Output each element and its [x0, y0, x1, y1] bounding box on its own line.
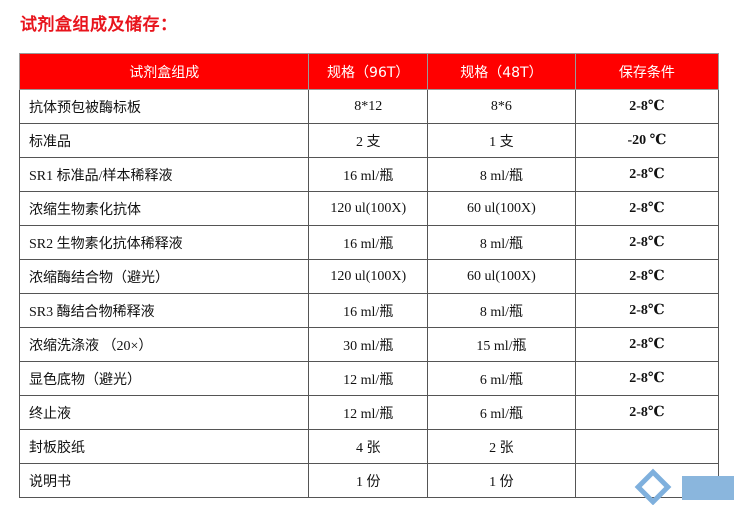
spec-48t-cell: 2 张	[427, 429, 576, 464]
component-cell: SR1 标准品/样本稀释液	[18, 157, 310, 192]
storage-cell: 2-8℃	[574, 293, 720, 328]
storage-cell: 2-8℃	[574, 327, 720, 362]
component-cell: 浓缩洗涤液 （20×）	[18, 327, 310, 362]
component-cell: 标准品	[18, 123, 310, 158]
kit-components-table: 试剂盒组成 规格（96T） 规格（48T） 保存条件 抗体预包被酶标板 8*12 8*6 2…	[18, 53, 720, 498]
column-header: 试剂盒组成	[18, 53, 310, 90]
spec-96t-cell: 120 ul(100X)	[308, 259, 428, 294]
spec-96t-cell: 16 ml/瓶	[308, 225, 428, 260]
spec-96t-cell: 12 ml/瓶	[308, 361, 428, 396]
storage-cell: 2-8℃	[574, 395, 720, 430]
table-row: SR1 标准品/样本稀释液 16 ml/瓶 8 ml/瓶 2-8℃	[18, 157, 720, 192]
table-row: 浓缩生物素化抗体 120 ul(100X) 60 ul(100X) 2-8℃	[18, 191, 720, 226]
storage-cell: 2-8℃	[574, 191, 720, 226]
spec-48t-cell: 15 ml/瓶	[427, 327, 576, 362]
column-header: 保存条件	[574, 53, 720, 90]
component-cell: 封板胶纸	[18, 429, 310, 464]
spec-48t-cell: 60 ul(100X)	[427, 259, 576, 294]
storage-cell: 2-8℃	[574, 225, 720, 260]
spec-96t-cell: 120 ul(100X)	[308, 191, 428, 226]
spec-48t-cell: 8*6	[427, 89, 576, 124]
spec-96t-cell: 30 ml/瓶	[308, 327, 428, 362]
storage-cell: 2-8℃	[574, 361, 720, 396]
component-cell: 说明书	[18, 463, 310, 498]
component-cell: 抗体预包被酶标板	[18, 89, 310, 124]
spec-96t-cell: 8*12	[308, 89, 428, 124]
spec-96t-cell: 4 张	[308, 429, 428, 464]
column-header: 规格（48T）	[427, 53, 576, 90]
spec-96t-cell: 16 ml/瓶	[308, 293, 428, 328]
page-title: 试剂盒组成及储存：	[20, 15, 178, 35]
table-row: 显色底物（避光） 12 ml/瓶 6 ml/瓶 2-8℃	[18, 361, 720, 396]
table-row: 浓缩酶结合物（避光） 120 ul(100X) 60 ul(100X) 2-8℃	[18, 259, 720, 294]
component-cell: 终止液	[18, 395, 310, 430]
table-row: SR3 酶结合物稀释液 16 ml/瓶 8 ml/瓶 2-8℃	[18, 293, 720, 328]
storage-cell: 2-8℃	[574, 157, 720, 192]
component-cell: SR2 生物素化抗体稀释液	[18, 225, 310, 260]
spec-48t-cell: 6 ml/瓶	[427, 361, 576, 396]
component-cell: 浓缩生物素化抗体	[18, 191, 310, 226]
spec-96t-cell: 2 支	[308, 123, 428, 158]
component-cell: SR3 酶结合物稀释液	[18, 293, 310, 328]
column-header: 规格（96T）	[308, 53, 428, 90]
spec-96t-cell: 12 ml/瓶	[308, 395, 428, 430]
table-header-row: 试剂盒组成 规格（96T） 规格（48T） 保存条件	[18, 53, 720, 90]
spec-96t-cell: 1 份	[308, 463, 428, 498]
storage-cell	[574, 429, 720, 464]
storage-cell: -20 ℃	[574, 123, 720, 158]
component-cell: 显色底物（避光）	[18, 361, 310, 396]
storage-cell: 2-8℃	[574, 89, 720, 124]
spec-48t-cell: 8 ml/瓶	[427, 157, 576, 192]
spec-48t-cell: 8 ml/瓶	[427, 225, 576, 260]
spec-96t-cell: 16 ml/瓶	[308, 157, 428, 192]
spec-48t-cell: 1 支	[427, 123, 576, 158]
spec-48t-cell: 6 ml/瓶	[427, 395, 576, 430]
component-cell: 浓缩酶结合物（避光）	[18, 259, 310, 294]
table-row: 抗体预包被酶标板 8*12 8*6 2-8℃	[18, 89, 720, 124]
spec-48t-cell: 1 份	[427, 463, 576, 498]
table-row: 浓缩洗涤液 （20×） 30 ml/瓶 15 ml/瓶 2-8℃	[18, 327, 720, 362]
spec-48t-cell: 8 ml/瓶	[427, 293, 576, 328]
spec-48t-cell: 60 ul(100X)	[427, 191, 576, 226]
watermark-block	[682, 476, 734, 500]
table-row: SR2 生物素化抗体稀释液 16 ml/瓶 8 ml/瓶 2-8℃	[18, 225, 720, 260]
storage-cell: 2-8℃	[574, 259, 720, 294]
table-row: 终止液 12 ml/瓶 6 ml/瓶 2-8℃	[18, 395, 720, 430]
